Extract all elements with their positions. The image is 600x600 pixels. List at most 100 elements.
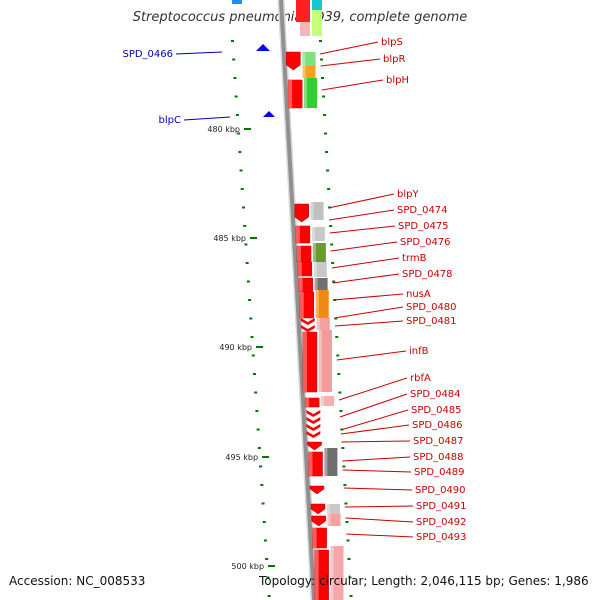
- gene-highlight: [298, 278, 303, 292]
- category-block: [310, 202, 324, 220]
- gene-leader-line: [329, 225, 396, 234]
- gene-leader-line: [344, 505, 414, 508]
- track-dot: [259, 465, 263, 468]
- gene-label: SPD_0488: [413, 452, 464, 463]
- track-dot: [342, 465, 346, 468]
- track-dot: [260, 484, 264, 486]
- track-dot: [238, 151, 242, 153]
- track-dot: [331, 262, 335, 264]
- track-dot: [249, 317, 253, 320]
- track-dot: [250, 336, 254, 338]
- gene-leader-line: [346, 533, 414, 538]
- category-block: [330, 546, 344, 600]
- track-dot: [348, 576, 352, 579]
- scale-tick-label: 485 kbp: [213, 234, 246, 243]
- category-highlight: [330, 546, 334, 600]
- category-highlight: [321, 396, 325, 406]
- track-dot: [323, 114, 327, 116]
- category-highlight: [312, 243, 316, 262]
- track-dot: [243, 225, 247, 227]
- gene-label: SPD_0481: [406, 316, 457, 327]
- gene-label: SPD_0478: [402, 269, 453, 280]
- partial-feature: [300, 22, 310, 36]
- gene-highlight: [305, 398, 310, 407]
- minus-gene-marker: [263, 111, 275, 117]
- track-dot: [246, 280, 250, 283]
- category-highlight: [315, 290, 319, 318]
- track-dot: [261, 502, 265, 505]
- partial-feature: [312, 0, 322, 10]
- category-block: [318, 330, 332, 392]
- track-dot: [255, 410, 259, 412]
- category-highlight: [313, 262, 317, 277]
- track-dot: [256, 428, 260, 431]
- category-block: [313, 262, 327, 277]
- category-block: [315, 290, 329, 318]
- category-block: [314, 278, 328, 290]
- track-dot: [321, 77, 325, 79]
- category-block: [304, 78, 318, 108]
- gene-arrow: [294, 203, 309, 223]
- gene-arrow: [306, 424, 321, 431]
- track-dot: [266, 576, 270, 579]
- track-dot: [241, 206, 245, 209]
- gene-arrow: [310, 503, 326, 515]
- gene-label: SPD_0480: [406, 302, 457, 313]
- track-dot: [349, 595, 353, 597]
- track-dot: [240, 188, 244, 190]
- gene-highlight: [308, 452, 313, 476]
- genome-backbone: [277, 0, 318, 600]
- category-highlight: [311, 227, 315, 241]
- gene-leader-line: [340, 424, 410, 435]
- partial-feature: [232, 0, 242, 4]
- gene-label: blpH: [386, 75, 409, 86]
- category-block: [327, 514, 341, 526]
- gene-arrow: [300, 325, 315, 332]
- gene-label: blpR: [383, 54, 405, 65]
- category-highlight: [327, 514, 331, 526]
- gene-leader-line: [340, 409, 409, 431]
- track-dot: [330, 243, 334, 246]
- track-dot: [339, 410, 343, 412]
- gene-label: SPD_0485: [411, 405, 462, 416]
- track-dot: [237, 132, 241, 135]
- track-dot: [325, 151, 329, 153]
- track-dot: [265, 558, 269, 560]
- gene-leader-line: [342, 469, 412, 473]
- track-dot: [324, 132, 328, 135]
- track-dot: [233, 77, 237, 79]
- category-highlight: [324, 448, 328, 476]
- track-dot: [336, 354, 340, 357]
- minus-gene-marker: [256, 44, 270, 51]
- track-dot: [234, 95, 238, 98]
- track-dot: [263, 539, 267, 542]
- track-dot: [262, 521, 266, 523]
- gene-highlight: [312, 528, 317, 548]
- partial-feature: [296, 0, 310, 22]
- gene-arrow: [300, 318, 315, 325]
- gene-highlight: [288, 80, 293, 108]
- top-partial-features: [232, 0, 322, 36]
- gene-leader-line: [319, 41, 379, 55]
- category-block: [321, 396, 335, 406]
- category-highlight: [318, 330, 322, 392]
- gene-label: SPD_0492: [416, 517, 467, 528]
- gene-leader-line: [175, 51, 223, 55]
- gene-labels: SPD_0466 blpC blpS blpR blpH blpY SPD_0474 SPD_…: [122, 37, 466, 543]
- gene-leader-line: [331, 257, 400, 269]
- gene-arrow: [309, 485, 325, 495]
- gene-highlight: [299, 292, 304, 318]
- gene-highlight: [314, 550, 319, 600]
- track-dot: [239, 169, 243, 172]
- scale-tick-label: 490 kbp: [219, 343, 252, 352]
- gene-leader-line: [320, 58, 381, 67]
- gene-leader-line: [183, 116, 231, 121]
- track-dot: [329, 225, 333, 227]
- gene-arrow: [306, 431, 321, 438]
- category-block: [326, 504, 340, 514]
- gene-label: blpC: [159, 115, 181, 126]
- gene-label: SPD_0484: [410, 389, 461, 400]
- category-block: [312, 243, 326, 262]
- track-dot: [341, 447, 345, 449]
- gene-label: trmB: [402, 253, 427, 264]
